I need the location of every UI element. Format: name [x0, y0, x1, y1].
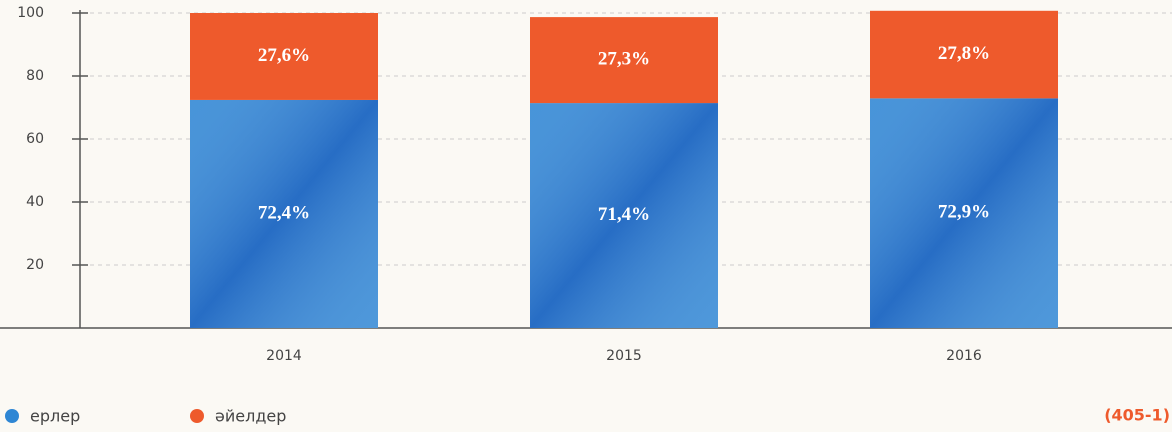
y-tick-label: 20 [26, 257, 44, 273]
legend-label: әйелдер [215, 407, 286, 426]
bar-segment [530, 17, 718, 104]
bar-texture [530, 103, 718, 328]
bar-texture [190, 99, 378, 328]
value-label: 71,4% [598, 204, 650, 225]
value-label: 72,9% [938, 202, 990, 223]
annotation: (405-1) [1104, 406, 1170, 425]
legend-label: ерлер [30, 407, 80, 426]
y-tick-label: 40 [26, 194, 44, 210]
legend-marker [190, 409, 204, 423]
value-label: 27,8% [938, 43, 990, 64]
value-label: 27,3% [598, 48, 650, 69]
y-tick-label: 60 [26, 131, 44, 147]
bar-segment [190, 13, 378, 100]
y-tick-label: 80 [26, 68, 44, 84]
x-tick-label: 2016 [946, 348, 982, 364]
x-tick-label: 2015 [606, 348, 642, 364]
y-tick-label: 100 [17, 5, 44, 21]
x-tick-label: 2014 [266, 348, 302, 364]
value-label: 72,4% [258, 202, 310, 223]
bar-texture [870, 98, 1058, 329]
legend-marker [5, 409, 19, 423]
bar-segment [870, 10, 1058, 99]
value-label: 27,6% [258, 45, 310, 66]
